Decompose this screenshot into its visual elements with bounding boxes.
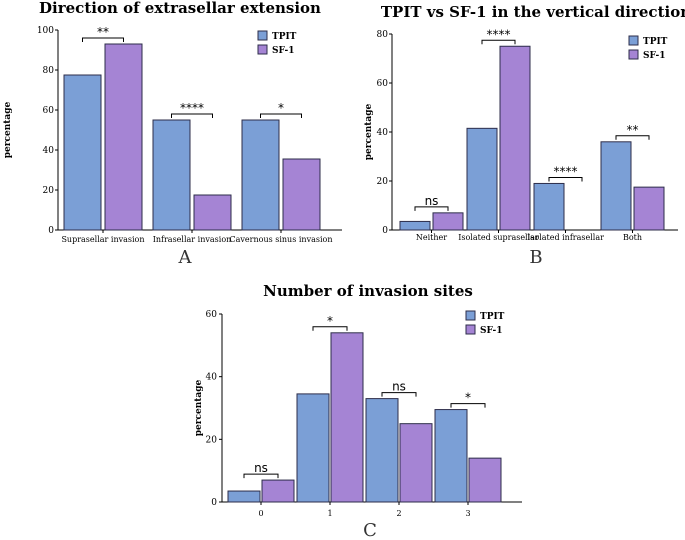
chart-legend: TPIT SF-1	[257, 30, 297, 56]
significance-label: *	[327, 314, 333, 328]
significance-label: ****	[554, 164, 578, 178]
legend-swatch-tpit	[465, 310, 476, 321]
significance-bracket	[481, 39, 516, 45]
y-axis-label: percentage	[364, 103, 374, 160]
bar-tpit	[63, 74, 102, 231]
significance-bracket	[414, 206, 449, 211]
chart-legend: TPIT SF-1	[465, 310, 505, 336]
bar-tpit	[296, 393, 330, 503]
chart-panel-C: Number of invasion sites0204060percentag…	[194, 282, 522, 540]
legend-label: TPIT	[272, 32, 297, 42]
bar-sf1	[399, 423, 433, 503]
legend-label: TPIT	[480, 312, 505, 322]
legend-swatch-sf1	[628, 49, 639, 60]
bar-sf1	[633, 186, 665, 231]
x-category-label: Suprasellar invasion	[61, 235, 144, 244]
chart-panel-B: TPIT vs SF-1 in the vertical direction 0 2…	[364, 3, 685, 268]
bar-tpit	[152, 119, 191, 231]
x-category-label: Cavernous sinus invasion	[230, 235, 333, 244]
bar-sf1	[261, 479, 295, 503]
bar-tpit	[227, 490, 261, 503]
x-category-label: 3	[465, 509, 470, 518]
significance-bracket	[450, 403, 486, 408]
bar-tpit	[466, 127, 498, 231]
significance-bracket	[243, 473, 279, 479]
significance-label: **	[97, 25, 109, 39]
bar-sf1	[330, 332, 364, 503]
chart-title: Number of invasion sites	[263, 282, 473, 300]
legend-label: SF-1	[643, 51, 665, 61]
legend-label: SF-1	[272, 46, 294, 56]
significance-label: ns	[392, 380, 406, 394]
significance-label: **	[627, 123, 639, 137]
legend-swatch-tpit	[257, 30, 268, 41]
bar-tpit	[241, 119, 280, 231]
bar-tpit	[533, 182, 565, 231]
significance-label: ns	[425, 194, 439, 208]
x-category-label: Infrasellar invasion	[153, 235, 232, 244]
significance-bracket	[171, 113, 213, 118]
y-tick-label: 60	[43, 106, 55, 116]
panel-label: B	[529, 247, 542, 268]
chart-legend: TPIT SF-1	[628, 35, 668, 61]
x-category-label: 2	[396, 509, 401, 518]
y-tick-label: 60	[206, 310, 218, 320]
panel-label: C	[363, 520, 377, 540]
bar-sf1	[432, 212, 464, 231]
legend-swatch-sf1	[465, 324, 476, 335]
legend-swatch-tpit	[628, 35, 639, 46]
bar-sf1	[193, 194, 232, 231]
legend-label: SF-1	[480, 326, 502, 336]
x-category-label: Neither	[416, 233, 447, 242]
x-category-label: Isolated infrasellar	[527, 233, 604, 242]
y-tick-label: 80	[377, 30, 389, 40]
bar-tpit	[600, 141, 632, 231]
y-tick-label: 20	[43, 186, 55, 196]
bar-tpit	[365, 398, 399, 503]
significance-bracket	[381, 392, 417, 397]
significance-label: ****	[180, 101, 204, 115]
panel-label: A	[178, 247, 193, 268]
y-tick-label: 100	[37, 26, 54, 36]
bar-tpit	[434, 409, 468, 503]
y-tick-label: 40	[377, 128, 389, 138]
bar-sf1	[499, 45, 531, 231]
y-tick-label: 80	[43, 66, 55, 76]
chart-title: Direction of extrasellar extension	[39, 0, 321, 17]
chart-title: TPIT vs SF-1 in the vertical direction	[381, 3, 685, 21]
y-tick-label: 0	[211, 498, 217, 508]
chart-panel-A: Direction of extrasellar extension 0 20 40 6…	[3, 0, 342, 268]
y-tick-label: 0	[48, 226, 54, 236]
bar-tpit	[399, 220, 431, 231]
significance-bracket	[312, 326, 348, 331]
significance-label: *	[278, 101, 284, 115]
significance-bracket	[548, 176, 583, 182]
bar-sf1	[282, 158, 321, 231]
y-tick-label: 40	[206, 373, 218, 383]
legend-swatch-sf1	[257, 44, 268, 55]
x-category-label: Both	[623, 233, 642, 242]
y-tick-label: 20	[206, 435, 218, 445]
significance-label: *	[465, 391, 471, 405]
significance-label: ns	[254, 461, 268, 475]
x-category-label: 0	[258, 509, 263, 518]
significance-bracket	[615, 135, 650, 140]
significance-bracket	[82, 37, 124, 42]
y-tick-label: 60	[377, 79, 389, 89]
bar-sf1	[468, 457, 502, 503]
significance-label: ****	[487, 27, 511, 41]
x-category-label: Isolated suprasellar	[458, 233, 539, 242]
legend-label: TPIT	[643, 37, 668, 47]
y-tick-label: 20	[377, 177, 389, 187]
significance-bracket	[260, 113, 302, 118]
x-category-label: 1	[327, 509, 332, 518]
y-axis-label: percentage	[3, 101, 13, 158]
y-tick-label: 40	[43, 146, 55, 156]
bar-sf1	[104, 43, 143, 231]
y-axis-label: percentage	[194, 379, 204, 436]
y-tick-label: 0	[382, 226, 388, 236]
